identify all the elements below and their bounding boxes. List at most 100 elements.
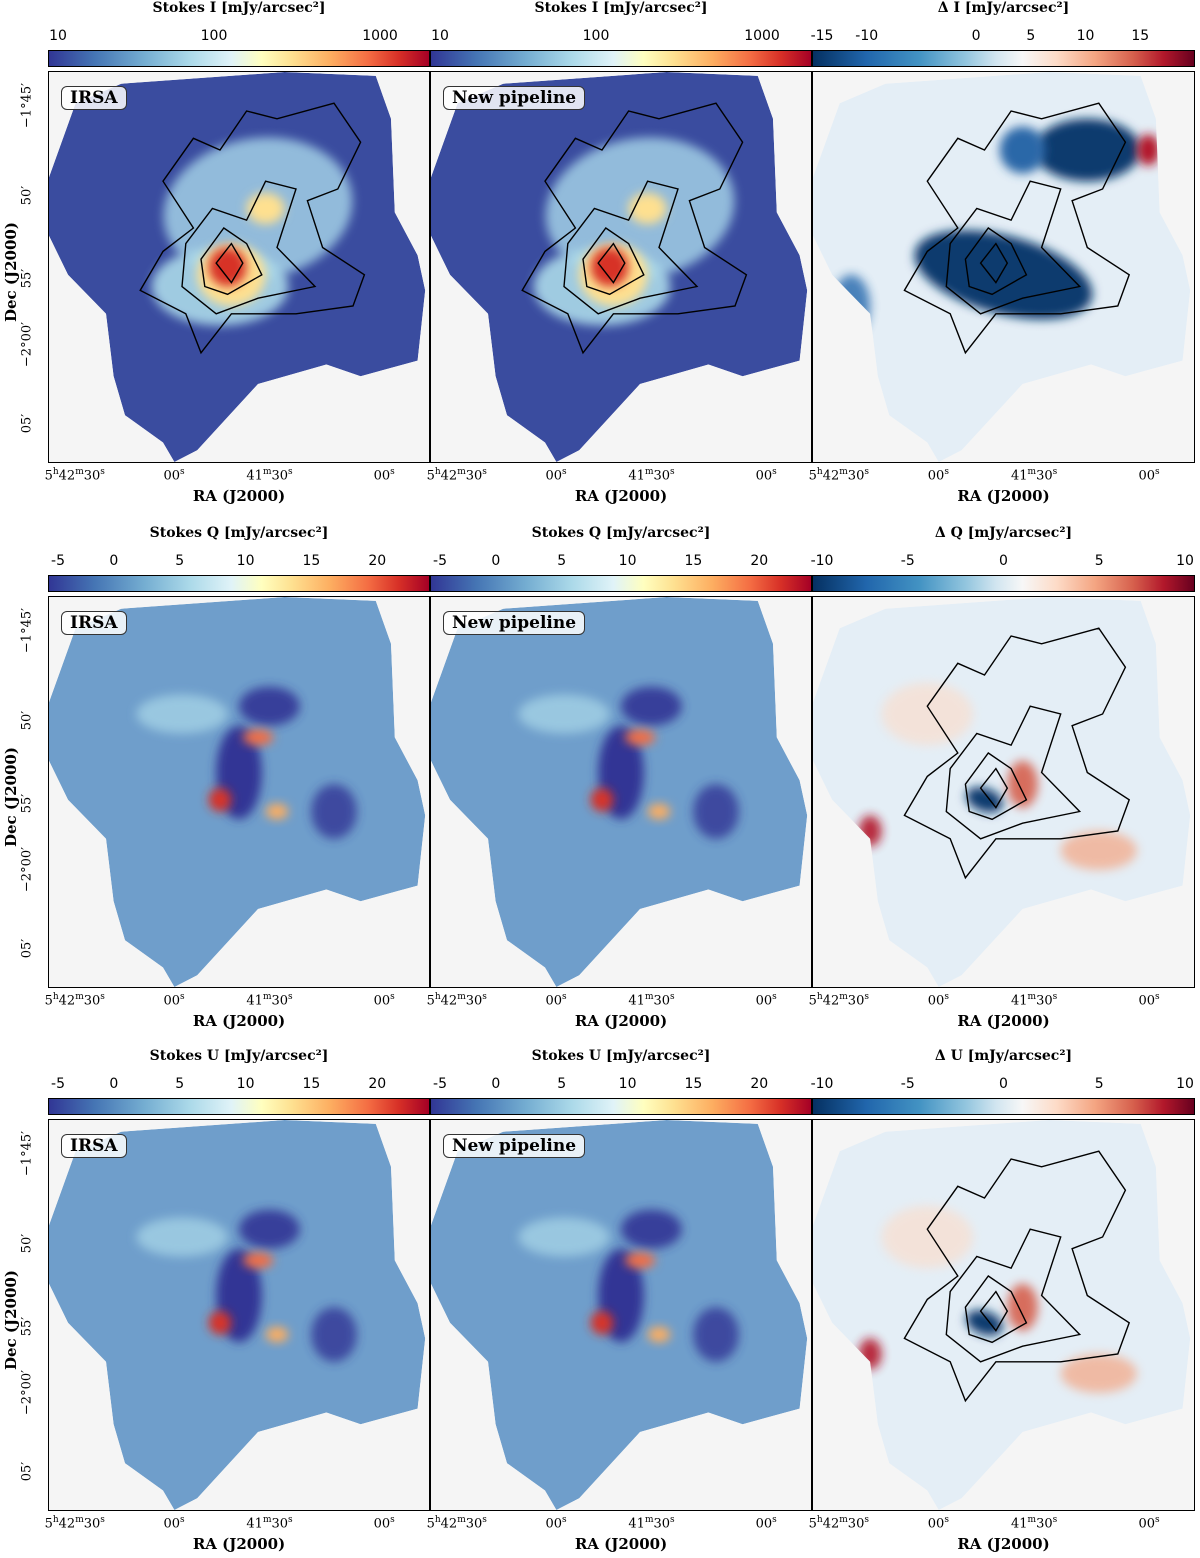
map-image — [49, 72, 426, 462]
map-feature — [242, 1252, 274, 1269]
tick-unit: h — [52, 992, 59, 1002]
x-axis-label: RA (J2000) — [574, 1012, 668, 1030]
tick-unit: h — [52, 1515, 59, 1525]
y-axis-label: Dec (J2000) — [2, 222, 20, 322]
contour-line — [945, 1228, 1082, 1363]
map-feature — [518, 694, 610, 734]
map-feature — [590, 788, 614, 812]
contour-line — [945, 180, 1082, 315]
dataset-tag: New pipeline — [443, 611, 586, 635]
tick-value: 00 — [373, 1516, 391, 1532]
colorbar-tick-label: -10 — [810, 1076, 834, 1092]
tick-unit: s — [390, 467, 395, 477]
y-tick-label: 50′ — [19, 186, 35, 206]
contour-line — [945, 705, 1082, 840]
x-axis-label: RA (J2000) — [574, 1535, 668, 1553]
y-axis-label: Dec (J2000) — [2, 1270, 20, 1370]
tick-unit: h — [434, 1515, 441, 1525]
colorbar — [430, 575, 812, 592]
colorbar-ticks: -5 0 5 10 15 20 — [48, 553, 430, 573]
tick-value: 30 — [847, 1516, 865, 1532]
tick-unit: s — [100, 1515, 105, 1525]
tick-value: 5 — [426, 993, 435, 1009]
colorbar-tick-label: 0 — [109, 553, 119, 569]
tick-unit: m — [839, 992, 848, 1002]
tick-value: 00 — [927, 1516, 945, 1532]
tick-unit: m — [839, 467, 848, 477]
dataset-tag: IRSA — [61, 86, 127, 110]
tick-unit: s — [670, 467, 675, 477]
contour-line — [903, 627, 1131, 880]
y-tick-label: 55′ — [19, 1316, 35, 1337]
colorbar — [430, 1098, 812, 1115]
map-feature — [208, 247, 247, 287]
tick-unit: m — [1027, 992, 1037, 1002]
map-panel: Δ U [mJy/arcsec²] -10 -5 0 5 10 5h42m30s 00s 41m… — [809, 1048, 1195, 1558]
x-axis-label: RA (J2000) — [957, 1012, 1050, 1030]
map-background — [813, 597, 1191, 987]
map-feature — [208, 788, 232, 812]
tick-unit: s — [864, 467, 869, 477]
tick-value: 41 — [628, 468, 645, 484]
x-tick-label: 41m30s — [246, 992, 292, 1008]
map-image — [49, 1120, 426, 1510]
map-feature — [1136, 134, 1160, 166]
colorbar-tick-label: -5 — [433, 1076, 447, 1092]
colorbar-tick-label: -5 — [900, 1076, 915, 1092]
map-feature — [590, 247, 629, 287]
tick-value: 42 — [58, 993, 76, 1009]
colorbar — [48, 50, 430, 67]
colorbar-tick-label: 10 — [618, 1076, 637, 1092]
x-tick-label: 00s — [928, 992, 949, 1008]
colorbar-tick-label: 15 — [302, 553, 321, 569]
y-tick-label: −2°00′ — [19, 1370, 35, 1416]
x-tick-label: 41m30s — [1011, 467, 1057, 483]
tick-value: 00 — [927, 993, 945, 1009]
colorbar-tick-label: 10 — [236, 1076, 255, 1092]
map-feature — [208, 1311, 232, 1335]
contour-line — [964, 227, 1028, 296]
colorbar-tick-label: 0 — [999, 1076, 1008, 1092]
map-feature — [858, 815, 882, 847]
tick-value: 41 — [628, 1516, 645, 1532]
colorbar-label: Stokes I [mJy/arcsec²] — [534, 0, 708, 16]
contour-line — [597, 242, 626, 284]
tick-value: 00 — [163, 993, 181, 1009]
map-feature — [647, 1326, 671, 1343]
tick-unit: m — [839, 1515, 848, 1525]
tick-unit: h — [434, 467, 441, 477]
map-panel: Δ I [mJy/arcsec²] -15 -10 0 5 10 15 5h42m30s 00s… — [809, 0, 1195, 510]
tick-unit: s — [944, 1515, 949, 1525]
x-tick-label: 00s — [1138, 467, 1159, 483]
tick-unit: h — [816, 1515, 823, 1525]
y-tick-label: 05′ — [19, 413, 35, 434]
tick-unit: s — [864, 1515, 869, 1525]
map-feature — [518, 1217, 610, 1257]
map-frame — [812, 71, 1195, 463]
colorbar-label: Δ U [mJy/arcsec²] — [934, 1048, 1073, 1064]
colorbar-label: Stokes U [mJy/arcsec²] — [149, 1048, 329, 1064]
y-tick-label: −1°45′ — [19, 608, 35, 654]
map-panel: Stokes Q [mJy/arcsec²] -5 0 5 10 15 20 IRSA 5h42… — [45, 525, 430, 1035]
colorbar-tick-label: 5 — [175, 1076, 185, 1092]
map-panel: Stokes Q [mJy/arcsec²] -5 0 5 10 15 20 New pipe… — [426, 525, 812, 1035]
x-tick-label: 41m30s — [628, 992, 674, 1008]
tick-value: 00 — [927, 468, 945, 484]
map-feature — [832, 274, 871, 338]
tick-unit: s — [1052, 992, 1058, 1002]
tick-value: 5 — [426, 468, 435, 484]
contour-line — [215, 242, 244, 284]
map-feature — [242, 729, 274, 746]
tick-unit: m — [644, 467, 654, 477]
contour-line — [979, 1290, 1009, 1332]
tick-unit: s — [670, 1515, 675, 1525]
tick-value: 30 — [847, 993, 865, 1009]
x-tick-label: 00s — [163, 1515, 184, 1531]
colorbar-tick-label: 10 — [236, 553, 255, 569]
tick-value: 42 — [822, 1516, 840, 1532]
tick-unit: m — [457, 1515, 466, 1525]
map-feature — [1007, 1283, 1038, 1331]
tick-unit: m — [262, 467, 272, 477]
tick-unit: s — [100, 992, 105, 1002]
tick-unit: m — [262, 992, 272, 1002]
